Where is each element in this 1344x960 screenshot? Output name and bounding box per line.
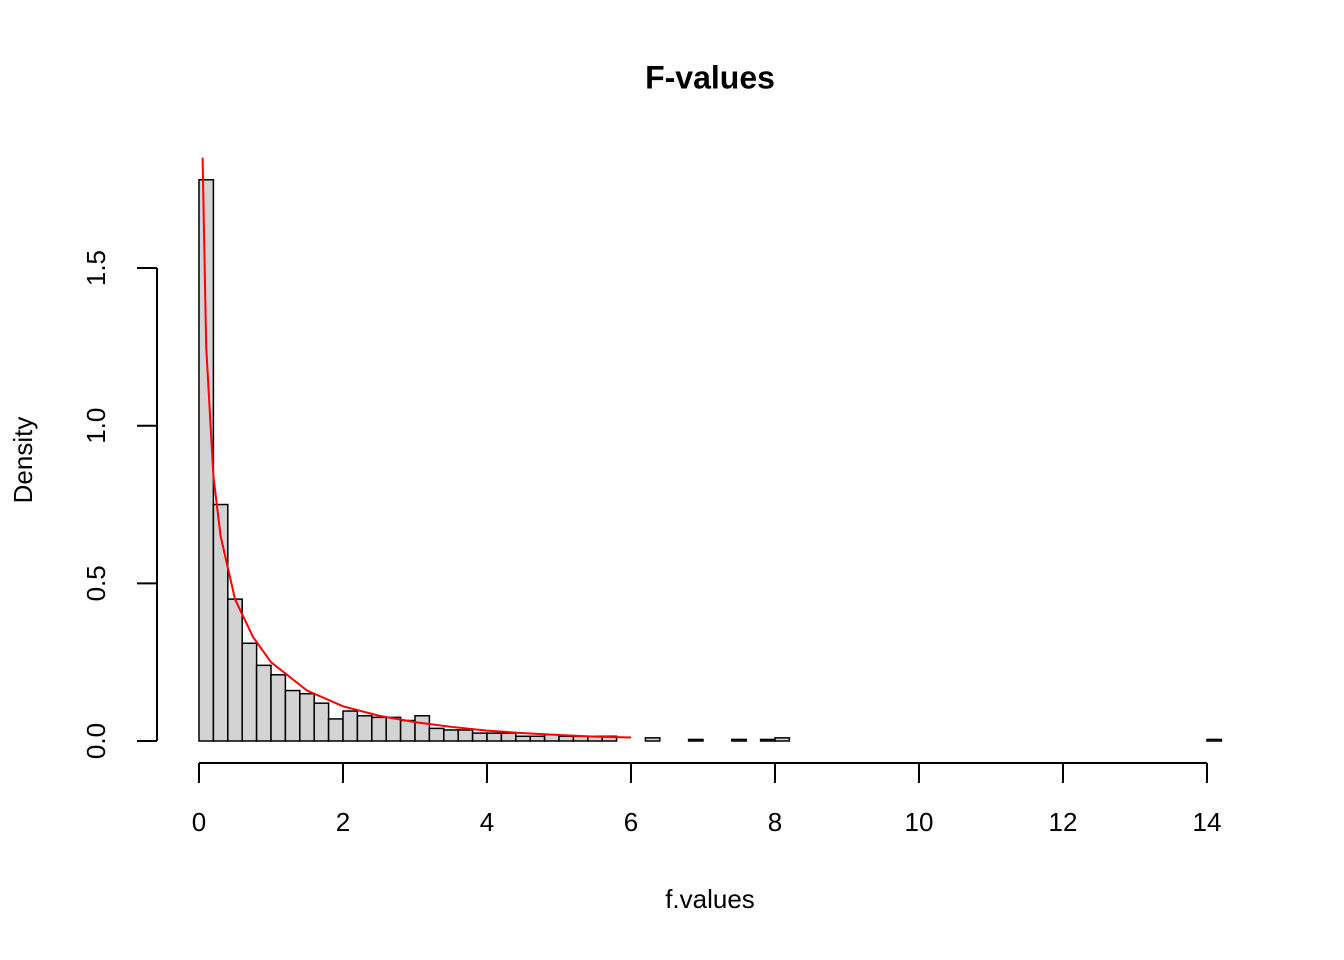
x-axis-label: f.values	[665, 884, 755, 914]
bar	[515, 735, 531, 742]
x-tick-label: 2	[336, 807, 350, 837]
y-tick-label: 1.0	[81, 408, 111, 444]
x-tick-label: 8	[768, 807, 782, 837]
bar	[241, 642, 258, 742]
chart-title: F-values	[645, 59, 775, 95]
bar	[227, 598, 243, 742]
x-tick-label: 4	[480, 807, 494, 837]
bar	[299, 692, 315, 742]
bar	[399, 719, 416, 742]
bar	[457, 729, 474, 742]
bar	[414, 715, 431, 742]
bar	[198, 179, 215, 742]
bar	[443, 729, 459, 742]
bar	[255, 664, 272, 742]
bar	[644, 737, 661, 742]
bar	[428, 727, 445, 742]
bar	[486, 732, 503, 742]
x-tick-label: 12	[1049, 807, 1078, 837]
bar	[342, 710, 359, 742]
density-curve	[201, 157, 632, 739]
bar	[327, 718, 344, 742]
bar	[471, 732, 488, 742]
bar	[687, 738, 704, 742]
bar	[500, 732, 517, 742]
bar	[529, 735, 546, 742]
y-tick-label: 0.5	[81, 565, 111, 601]
bar	[1206, 738, 1223, 742]
bar	[731, 738, 747, 742]
x-tick-label: 6	[624, 807, 638, 837]
bar	[356, 715, 373, 742]
bar	[385, 716, 402, 742]
x-tick-label: 0	[192, 807, 206, 837]
y-tick-label: 1.5	[81, 250, 111, 286]
bar	[558, 735, 575, 742]
bar	[774, 737, 791, 742]
bar	[759, 738, 776, 742]
bar	[270, 674, 287, 742]
y-axis-label: Density	[8, 417, 38, 504]
x-tick-label: 10	[905, 807, 934, 837]
bar	[313, 702, 330, 742]
bar	[284, 689, 301, 742]
x-tick-label: 14	[1193, 807, 1222, 837]
y-tick-label: 0.0	[81, 723, 111, 759]
bar	[371, 716, 387, 742]
